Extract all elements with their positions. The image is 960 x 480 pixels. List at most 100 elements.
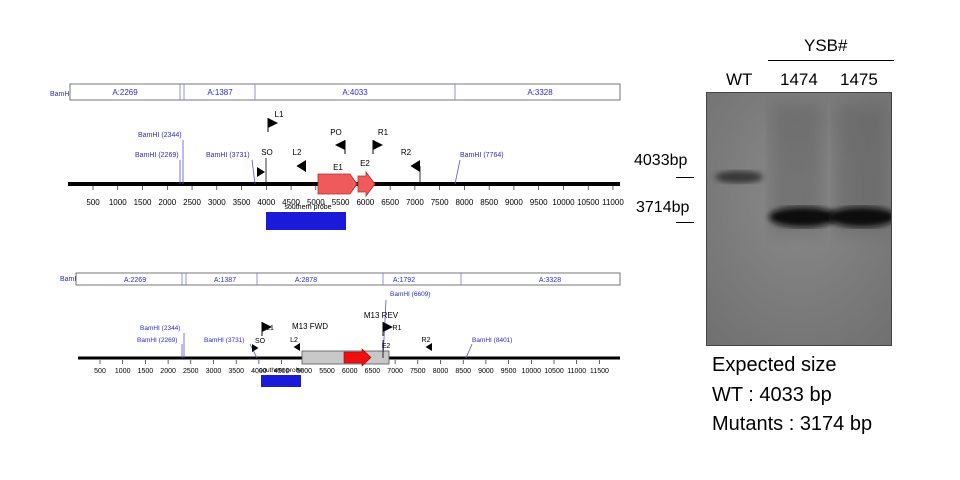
map1-tick-label: 3500	[233, 198, 251, 207]
expected-size-title: Expected size	[712, 354, 837, 376]
southern-blot-image	[706, 92, 892, 346]
expected-wt-line: WT : 4033 bp	[712, 384, 832, 406]
lane-label-wt: WT	[726, 70, 753, 89]
map2-primer-l1-label: L1	[266, 325, 274, 332]
marker-tick-4033bp	[676, 177, 694, 178]
map1-feature-e1	[317, 173, 358, 195]
map2-tick-label: 1000	[115, 368, 131, 375]
map2-tick-label: 11500	[590, 368, 609, 375]
map1-tick-label: 10000	[552, 198, 575, 207]
map1-site-label-7764: BamHI (7764)	[460, 152, 504, 159]
map1-tick-label: 11000	[602, 198, 624, 207]
band-1475-3714	[828, 207, 891, 227]
map1-southern-probe	[266, 212, 346, 230]
band-1474-3714	[769, 207, 837, 227]
map2-probe-label: southern probe	[259, 367, 303, 374]
expected-mutant-line: Mutants : 3174 bp	[712, 413, 873, 435]
map2-primer-l2-arrow	[293, 343, 300, 351]
map2-tick-label: 4000	[251, 368, 267, 375]
map1-primer-l2-arrow	[296, 160, 306, 172]
map1-tick-label: 6500	[381, 198, 399, 207]
map1-primer-r1-flag	[373, 140, 383, 150]
map1-tick-label: 5000	[307, 198, 325, 207]
map2-site-label-6609: BamHI (6609)	[390, 291, 430, 298]
restriction-map-diagram: BamHI A:2269 A:1387 A:4033 A:3328 500 1000 1500…	[50, 83, 624, 387]
map2-tick-label: 8000	[433, 368, 449, 375]
map2-primer-r1-label: R1	[393, 325, 402, 332]
map1-primer-so-arrow	[257, 167, 265, 177]
map1-site-label-2344: BamHI (2344)	[138, 132, 182, 139]
map2-tick-label: 10500	[544, 368, 564, 375]
map1-primer-l2-label: L2	[293, 148, 302, 157]
map2-tick-label: 7500	[410, 368, 426, 375]
map1-feature-e2-label: E2	[360, 159, 370, 168]
map2-tick-label: 9000	[478, 368, 494, 375]
map2-primer-r2-arrow	[425, 343, 432, 351]
map2-tick-label: 10000	[522, 368, 542, 375]
map2-tick-label: 5000	[297, 368, 313, 375]
map1-tick-label: 5500	[332, 198, 350, 207]
map1-segment-label: A:3328	[527, 88, 553, 97]
map2-tick-label: 6000	[342, 368, 358, 375]
map1-tick-label: 1000	[109, 198, 127, 207]
map2-tick-label: 7000	[387, 368, 403, 375]
map2-tick-label: 11000	[567, 368, 586, 375]
map2-primer-so-label: SO	[255, 338, 266, 345]
map1-primer-r1-label: R1	[378, 128, 389, 137]
map2-feature-e2-label: E2	[382, 343, 391, 350]
map1-tick-label: 9000	[505, 198, 523, 207]
map1-tick-label: 2000	[158, 198, 176, 207]
map1-tick-label: 8000	[456, 198, 474, 207]
map1-segment-label: A:4033	[342, 88, 368, 97]
map2-segment-bar	[75, 272, 621, 286]
map1-primer-l1-flag	[268, 118, 278, 128]
map2-tick-label: 6500	[365, 368, 381, 375]
map1-feature-e2	[357, 170, 376, 198]
map2-site-line-8401	[465, 343, 473, 359]
map2-southern-probe	[261, 375, 301, 387]
map2-tick-label: 2500	[183, 368, 199, 375]
map2-tick-label: 8500	[455, 368, 471, 375]
map2-site-label-2269: BamHI (2269)	[137, 337, 177, 344]
map1-tick-label: 6000	[356, 198, 374, 207]
map1-tick-label: 7000	[406, 198, 424, 207]
map2-segment-label: A:2269	[124, 277, 146, 284]
map1-tick-label: 1500	[134, 198, 152, 207]
map2-segment-label: A:1792	[393, 277, 415, 284]
map2-tick-label: 3000	[206, 368, 222, 375]
map1-primer-r2-arrow	[410, 160, 420, 172]
map2-tick-label: 9500	[501, 368, 517, 375]
map1-segment-label: A:2269	[112, 88, 138, 97]
map2-tick-label: 1500	[138, 368, 154, 375]
map2-primer-l2-label: L2	[290, 337, 298, 344]
map1-primer-po-flag	[335, 140, 345, 150]
map2-segment-label: A:2878	[295, 277, 317, 284]
ysb-group-label: YSB#	[804, 36, 848, 55]
map1-tick-label: 8500	[480, 198, 498, 207]
map1-primer-po-label: PO	[330, 128, 342, 137]
map2-primer-l1-flag	[262, 322, 272, 332]
map1-tick-label: 2500	[183, 198, 201, 207]
lane-label-1475: 1475	[840, 70, 878, 89]
map1-site-line-7764	[454, 159, 461, 185]
marker-tick-3714bp	[676, 222, 694, 223]
map1-tick-label: 7500	[431, 198, 449, 207]
map1-primer-so-label: SO	[261, 148, 273, 157]
band-wt-4033	[715, 171, 763, 183]
map2-primer-m13fwd-label: M13 FWD	[292, 322, 328, 331]
map1-primer-r2-label: R2	[401, 148, 412, 157]
map1-probe-label: southern probe	[284, 204, 331, 211]
map1-site-label-2269: BamHI (2269)	[135, 152, 179, 159]
ysb-group-line	[768, 60, 894, 61]
map1-primer-l1-label: L1	[275, 110, 284, 119]
map1-tick-label: 10500	[577, 198, 600, 207]
marker-label-3714bp: 3714bp	[636, 199, 690, 216]
map2-primer-r1-flag	[383, 322, 393, 332]
map2-primer-m13rev-label: M13 REV	[364, 311, 399, 320]
map2-site-label-3731: BamHI (3731)	[204, 337, 244, 344]
map2-tick-label: 500	[94, 368, 106, 375]
map1-tick-label: 9500	[530, 198, 548, 207]
map2-segment-label: A:1387	[214, 277, 236, 284]
map1-feature-e1-label: E1	[333, 163, 343, 172]
map1-tick-label: 4000	[257, 198, 275, 207]
